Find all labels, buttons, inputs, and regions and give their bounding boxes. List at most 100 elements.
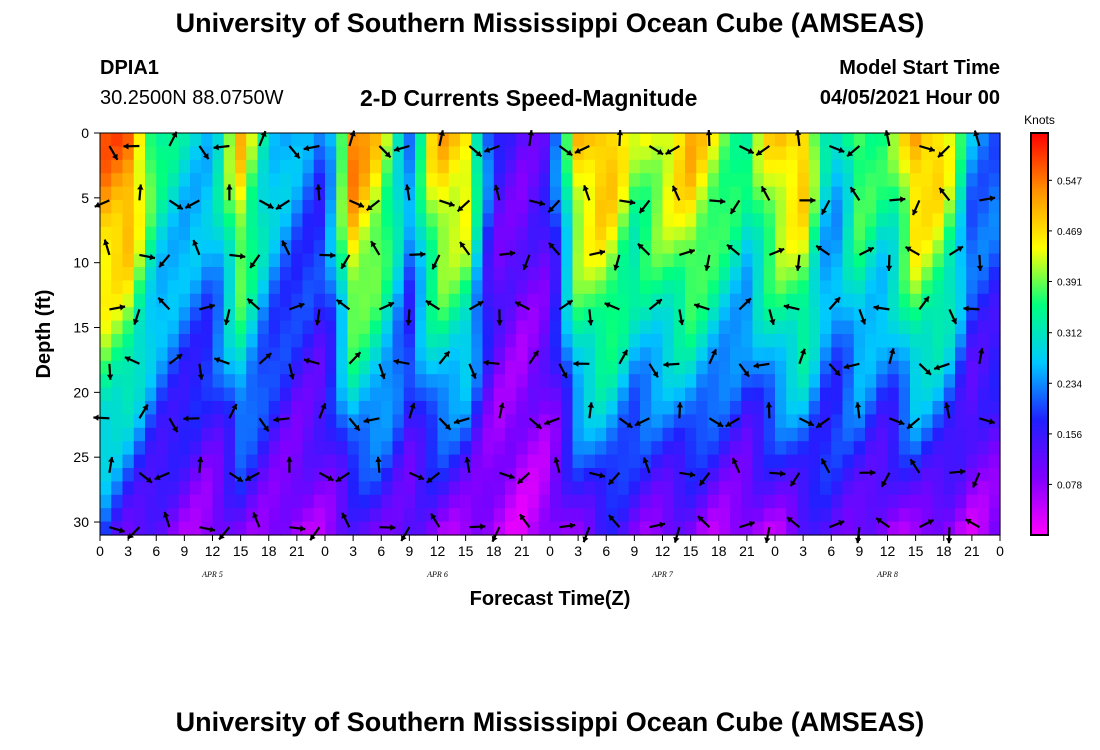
heatmap-cell (786, 293, 799, 308)
heatmap-cell (898, 159, 911, 174)
y-tick-label: 0 (81, 125, 89, 141)
heatmap-cell (482, 200, 495, 214)
heatmap-cell (156, 253, 169, 268)
current-arrow-head (353, 424, 360, 431)
model-start-value: 04/05/2021 Hour 00 (819, 87, 1000, 109)
heatmap-cell (268, 226, 281, 241)
heatmap-cell (696, 213, 709, 228)
heatmap-cell (898, 253, 911, 268)
current-arrow-head (443, 351, 450, 358)
heatmap-cell (842, 414, 855, 429)
heatmap-cell (651, 427, 664, 442)
current-arrow-head (582, 536, 589, 543)
heatmap-cell (797, 213, 810, 228)
heatmap-cell (212, 494, 225, 509)
heatmap-cell (550, 521, 562, 536)
heatmap-cell (572, 320, 585, 335)
heatmap-cell (651, 173, 664, 188)
heatmap-cell (561, 401, 574, 415)
heatmap-cell (876, 360, 889, 375)
current-arrow-head (925, 369, 931, 375)
heatmap-cell (111, 186, 124, 201)
heatmap-cell (167, 267, 180, 281)
heatmap-cell (673, 468, 686, 482)
heatmap-cell (943, 441, 956, 456)
heatmap-cell (257, 414, 270, 429)
heatmap-cell (561, 481, 574, 496)
heatmap-cell (167, 186, 180, 201)
heatmap-cell (212, 427, 225, 442)
heatmap-cell (336, 387, 349, 402)
heatmap-cell (381, 213, 394, 228)
heatmap-cell (381, 334, 394, 348)
heatmap-cell (887, 240, 900, 255)
heatmap-cell (977, 494, 990, 509)
heatmap-cell (752, 334, 765, 348)
heatmap-cell (741, 213, 754, 228)
heatmap-cell (730, 253, 742, 268)
heatmap-cell (482, 186, 495, 201)
heatmap-cell (797, 159, 810, 174)
heatmap-cell (910, 293, 922, 308)
heatmap-cell (561, 521, 574, 536)
heatmap-cell (628, 521, 641, 536)
heatmap-cell (370, 494, 382, 509)
heatmap-cell (662, 133, 675, 147)
heatmap-cell (167, 508, 180, 523)
heatmap-cell (291, 508, 304, 523)
heatmap-cell (122, 213, 135, 228)
heatmap-cell (775, 401, 787, 415)
heatmap-cell (730, 521, 742, 536)
heatmap-cell (235, 213, 247, 228)
heatmap-cell (651, 454, 664, 469)
heatmap-cell (280, 494, 292, 509)
heatmap-cell (988, 200, 1001, 214)
heatmap-cell (538, 401, 551, 415)
heatmap-cell (842, 307, 855, 322)
heatmap-cell (280, 280, 292, 295)
heatmap-cell (246, 146, 259, 161)
heatmap-cell (910, 468, 922, 482)
heatmap-cell (426, 427, 439, 442)
heatmap-cell (842, 494, 855, 509)
heatmap-cell (347, 414, 360, 429)
heatmap-cell (111, 173, 124, 188)
heatmap-cell (167, 360, 180, 375)
current-arrow-head (732, 458, 738, 465)
heatmap-cell (527, 280, 540, 295)
heatmap-cell (966, 468, 979, 482)
heatmap-cell (201, 226, 214, 241)
current-arrow-head (354, 352, 361, 359)
heatmap-cell (212, 253, 225, 268)
heatmap-cell (977, 441, 990, 456)
heatmap-cell (696, 253, 709, 268)
heatmap-cell (235, 200, 247, 214)
heatmap-cell (932, 468, 945, 482)
heatmap-cell (133, 374, 146, 389)
heatmap-cell (932, 414, 945, 429)
heatmap-cell (707, 508, 720, 523)
x-tick-label: 21 (289, 543, 305, 559)
heatmap-cell (403, 146, 416, 161)
current-arrow-head (393, 358, 400, 365)
heatmap-cell (741, 280, 754, 295)
heatmap-cell (786, 521, 799, 536)
heatmap-cell (842, 293, 855, 308)
heatmap-cell (988, 360, 1001, 375)
heatmap-cell (943, 173, 956, 188)
heatmap-cell (268, 374, 281, 389)
heatmap-cell (853, 226, 866, 241)
heatmap-cell (696, 320, 709, 335)
current-arrow-head (508, 473, 515, 480)
heatmap-cell (662, 267, 675, 281)
heatmap-cell (347, 468, 360, 482)
heatmap-cell (257, 481, 270, 496)
heatmap-cell (302, 427, 315, 442)
heatmap-cell (212, 347, 225, 362)
heatmap-cell (392, 347, 405, 362)
heatmap-cell (426, 481, 439, 496)
heatmap-cell (482, 280, 495, 295)
heatmap-cell (100, 186, 112, 201)
heatmap-cell (111, 146, 124, 161)
